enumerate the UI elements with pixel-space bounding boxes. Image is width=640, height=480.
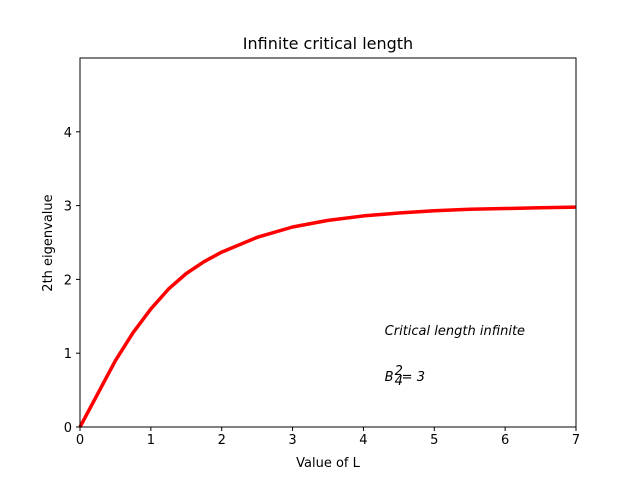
annotation-critical-length: Critical length infinite: [385, 324, 525, 339]
axes-frame: [79, 57, 577, 428]
series-line-0: [78, 205, 577, 428]
y-tick-label: 0: [64, 421, 72, 436]
x-tick-label: 5: [430, 433, 438, 448]
chart-title: Infinite critical length: [243, 34, 413, 53]
y-axis-label: 2th eigenvalue: [41, 194, 56, 291]
plot-area: [78, 57, 577, 428]
y-tick-label: 2: [64, 273, 72, 288]
y-tick-label: 3: [64, 200, 72, 215]
annotation-b-superscript: 2: [395, 364, 403, 379]
x-tick-label: 1: [147, 433, 155, 448]
y-tick-label: 4: [64, 126, 72, 141]
y-tick-label: 1: [64, 347, 72, 362]
x-tick-label: 4: [359, 433, 367, 448]
x-tick-label: 3: [288, 433, 296, 448]
annotation-b-base: B: [385, 370, 394, 385]
x-tick-label: 2: [218, 433, 226, 448]
x-axis-label: Value of L: [296, 456, 360, 471]
annotations: Critical length infinite B 24= 3: [385, 324, 525, 389]
annotation-b-value: = 3: [402, 370, 425, 385]
x-tick-label: 6: [501, 433, 509, 448]
x-tick-label: 0: [76, 433, 84, 448]
y-axis-ticks: 0 1 2 3 4: [64, 126, 80, 436]
annotation-b-subscript: 4: [395, 374, 403, 389]
x-axis-ticks: 0 1 2 3 4 5 6 7: [76, 427, 580, 448]
x-tick-label: 7: [572, 433, 580, 448]
